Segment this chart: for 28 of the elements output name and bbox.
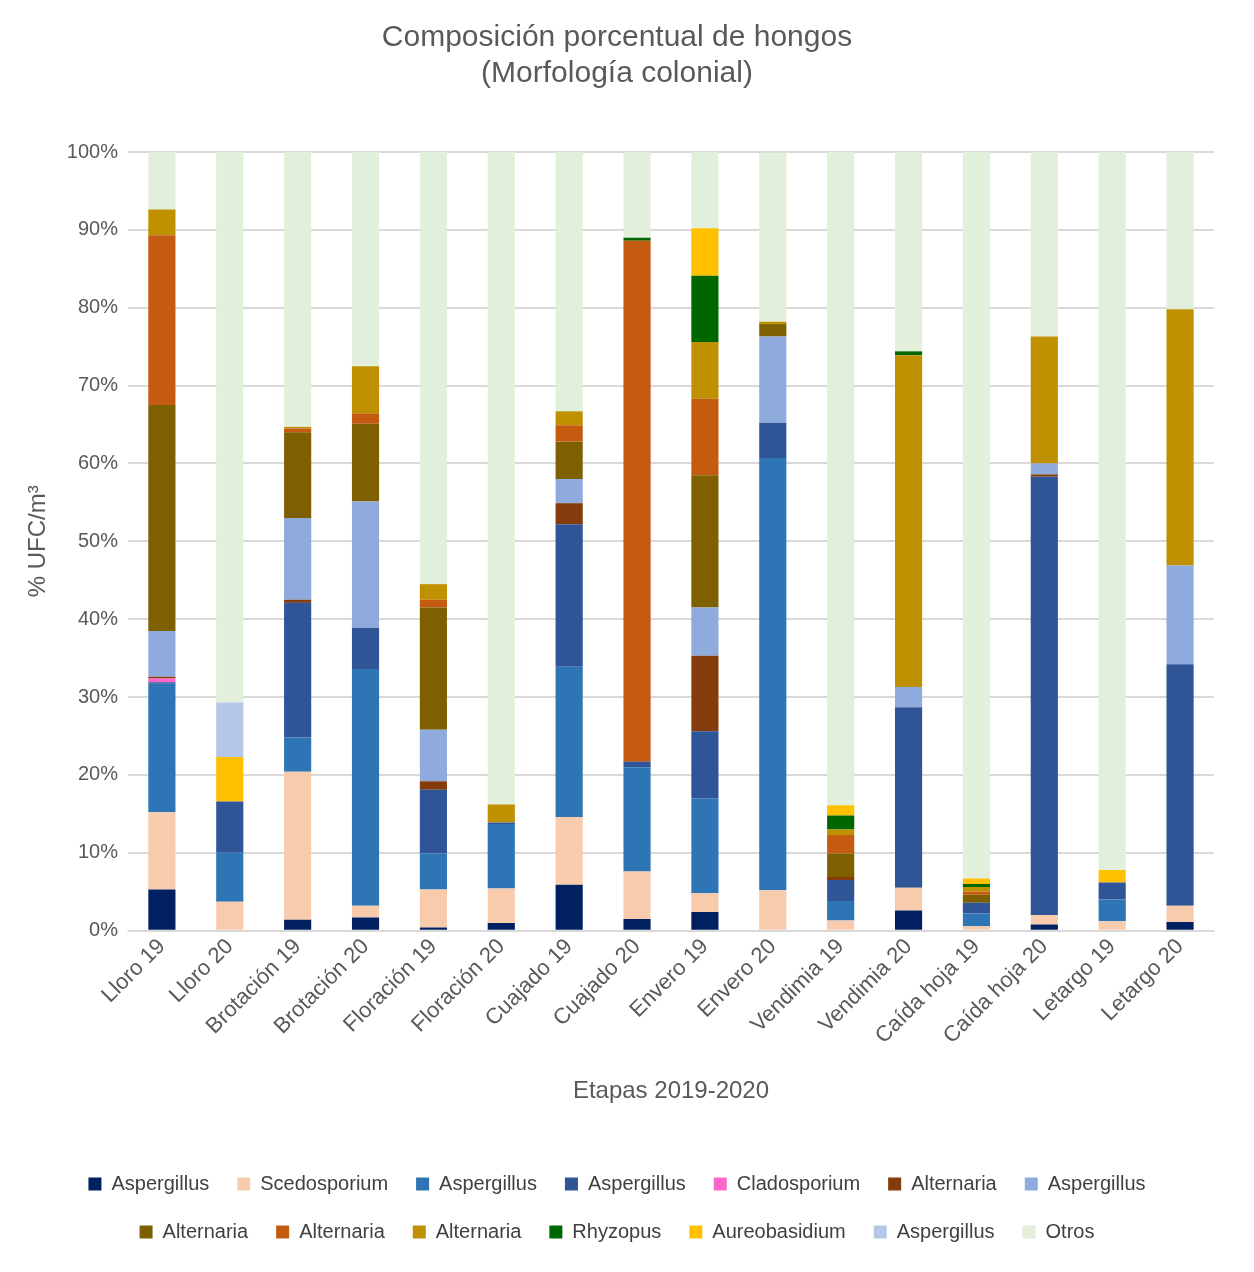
legend-label: Alternaria [162, 1219, 250, 1242]
y-tick-label: 0% [89, 918, 119, 941]
y-tick-label: 80% [77, 295, 119, 318]
y-tick-label: 40% [77, 606, 119, 629]
legend-label: Alternaria [435, 1219, 523, 1242]
y-tick-label: 90% [77, 217, 119, 240]
legend-label: Aspergillus [439, 1171, 537, 1194]
y-tick-label: 100% [66, 139, 119, 162]
legend-label: Aspergillus [896, 1219, 995, 1242]
chart-title: Composición porcentual de hongos (Morfología colonial) [381, 19, 853, 89]
legend-label: Aureobasidium [712, 1219, 846, 1242]
legend-label: Aspergillus [1047, 1171, 1146, 1194]
legend-label: Aspergillus [587, 1171, 686, 1194]
legend-label: Cladosporium [736, 1171, 861, 1194]
legend-label: Otros [1045, 1219, 1095, 1242]
y-axis-title: % UFC/m³ [23, 485, 51, 598]
y-tick-label: 70% [77, 373, 119, 396]
legend-label: Rhyzopus [572, 1219, 662, 1242]
x-axis-title: Etapas 2019-2020 [572, 1076, 770, 1104]
legend-label: Alternaria [911, 1171, 998, 1194]
y-tick-label: 30% [77, 684, 119, 707]
legend-label: Scedosporium [260, 1171, 389, 1194]
y-tick-label: 60% [77, 450, 119, 473]
y-tick-label: 20% [77, 762, 119, 785]
legend-label: Alternaria [299, 1219, 386, 1242]
legend-label: Aspergillus [111, 1171, 210, 1194]
y-tick-label: 10% [77, 840, 119, 863]
y-tick-label: 50% [77, 528, 119, 551]
